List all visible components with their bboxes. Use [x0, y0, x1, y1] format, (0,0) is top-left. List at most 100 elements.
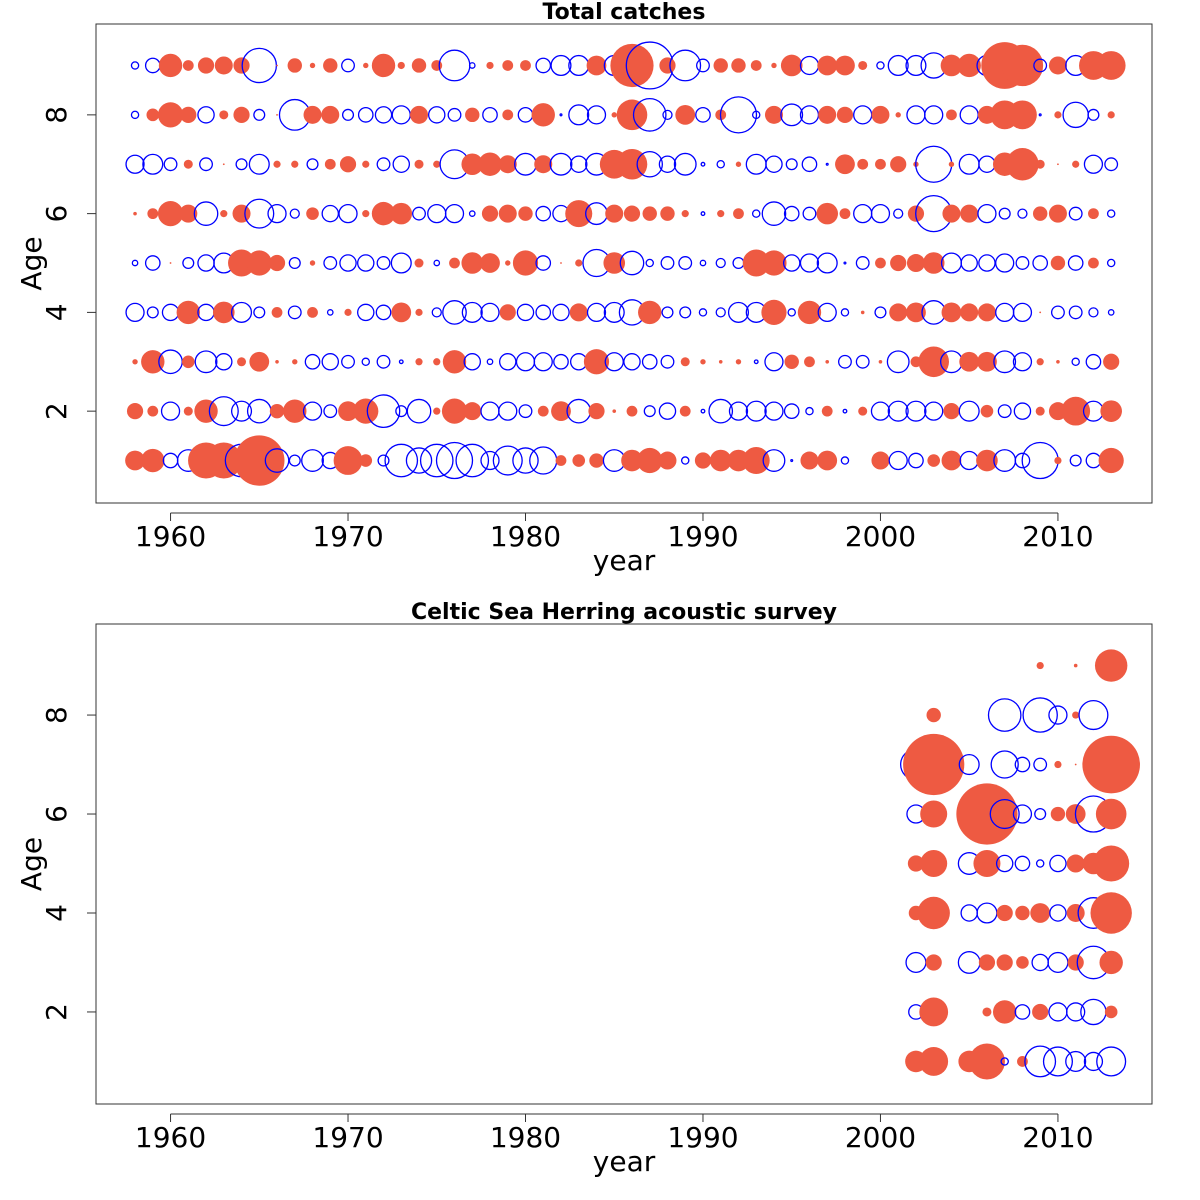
positive-bubble: [344, 308, 352, 316]
positive-bubble: [478, 152, 502, 176]
positive-bubble: [309, 260, 316, 266]
negative-bubble: [843, 261, 847, 265]
negative-bubble: [870, 401, 891, 421]
negative-bubble: [643, 405, 656, 418]
negative-bubble: [398, 359, 404, 365]
negative-bubble: [304, 353, 321, 370]
positive-bubble: [1107, 111, 1115, 119]
negative-bubble: [1042, 1046, 1073, 1077]
negative-bubble: [533, 352, 553, 372]
negative-bubble: [993, 350, 1017, 374]
negative-bubble: [428, 106, 446, 124]
positive-bubble: [996, 954, 1013, 971]
negative-bubble: [289, 208, 300, 219]
positive-bubble: [1054, 111, 1062, 119]
negative-bubble: [161, 303, 180, 322]
negative-bubble: [696, 58, 710, 73]
negative-bubble: [208, 396, 239, 427]
negative-bubble: [1017, 208, 1028, 219]
positive-bubble: [307, 306, 318, 318]
positive-bubble: [982, 1007, 992, 1017]
positive-bubble: [616, 99, 648, 131]
positive-bubble: [534, 155, 553, 174]
positive-bubble: [1017, 1056, 1028, 1067]
negative-bubble: [492, 445, 523, 476]
y-tick-label: 2: [40, 402, 73, 420]
negative-bubble: [924, 105, 944, 125]
positive-bubble: [560, 262, 562, 264]
positive-bubble: [157, 201, 184, 227]
negative-bubble: [197, 106, 215, 124]
positive-bubble: [220, 210, 228, 218]
negative-bubble: [377, 454, 390, 467]
negative-bubble: [1065, 1050, 1087, 1072]
negative-bubble: [323, 404, 338, 419]
negative-bubble: [1106, 209, 1116, 218]
negative-bubble: [131, 259, 139, 267]
negative-bubble: [1085, 353, 1102, 370]
negative-bubble: [1014, 855, 1031, 872]
negative-bubble: [958, 153, 980, 175]
positive-bubble: [1036, 358, 1044, 366]
negative-bubble: [568, 54, 590, 77]
negative-bubble: [959, 450, 979, 471]
positive-bubble: [481, 205, 499, 222]
negative-bubble: [361, 357, 371, 367]
positive-bubble: [359, 454, 373, 467]
positive-bubble: [371, 201, 396, 226]
positive-bubble: [980, 404, 994, 418]
positive-bubble: [411, 58, 427, 73]
x-tick-label: 1990: [667, 520, 738, 553]
negative-bubble: [978, 254, 996, 272]
positive-bubble: [818, 105, 837, 124]
positive-bubble: [176, 300, 200, 325]
positive-bubble: [397, 61, 405, 70]
negative-bubble: [244, 198, 275, 229]
negative-bubble: [1066, 1002, 1086, 1022]
negative-bubble: [708, 398, 734, 424]
positive-bubble: [197, 57, 215, 74]
positive-bubble: [414, 159, 424, 169]
positive-bubble: [1096, 51, 1126, 80]
positive-bubble: [502, 109, 514, 121]
negative-bubble: [323, 256, 338, 270]
negative-bubble: [125, 154, 145, 174]
positive-bubble: [1104, 1005, 1118, 1019]
negative-bubble: [783, 205, 800, 222]
y-axis-label: Age: [15, 837, 48, 891]
positive-bubble: [1039, 311, 1042, 314]
negative-bubble: [482, 107, 498, 123]
negative-bubble: [905, 400, 927, 422]
negative-bubble: [976, 902, 998, 924]
negative-bubble: [783, 403, 800, 420]
positive-bubble: [219, 110, 229, 120]
negative-bubble: [130, 61, 140, 70]
positive-bubble: [233, 106, 250, 123]
positive-bubble: [816, 202, 839, 225]
negative-bubble: [978, 155, 996, 173]
positive-bubble: [889, 303, 908, 322]
negative-bubble: [1022, 697, 1058, 733]
positive-bubble: [323, 58, 338, 73]
positive-bubble: [960, 303, 979, 322]
positive-bubble: [410, 105, 429, 124]
positive-bubble: [303, 105, 322, 124]
positive-bubble: [486, 61, 494, 70]
positive-bubble: [764, 105, 783, 124]
negative-bubble: [987, 698, 1022, 732]
positive-bubble: [1061, 396, 1091, 426]
negative-bubble: [442, 300, 467, 325]
negative-bubble: [182, 256, 195, 270]
positive-bubble: [978, 954, 996, 971]
positive-bubble: [232, 204, 251, 223]
negative-bubble: [321, 204, 340, 223]
positive-bubble: [750, 60, 762, 71]
negative-bubble: [146, 306, 159, 319]
negative-bubble: [395, 405, 408, 418]
negative-bubble: [435, 441, 474, 480]
negative-bubble: [326, 309, 334, 316]
negative-bubble: [586, 302, 607, 323]
negative-bubble: [235, 158, 248, 171]
positive-bubble: [565, 200, 593, 228]
